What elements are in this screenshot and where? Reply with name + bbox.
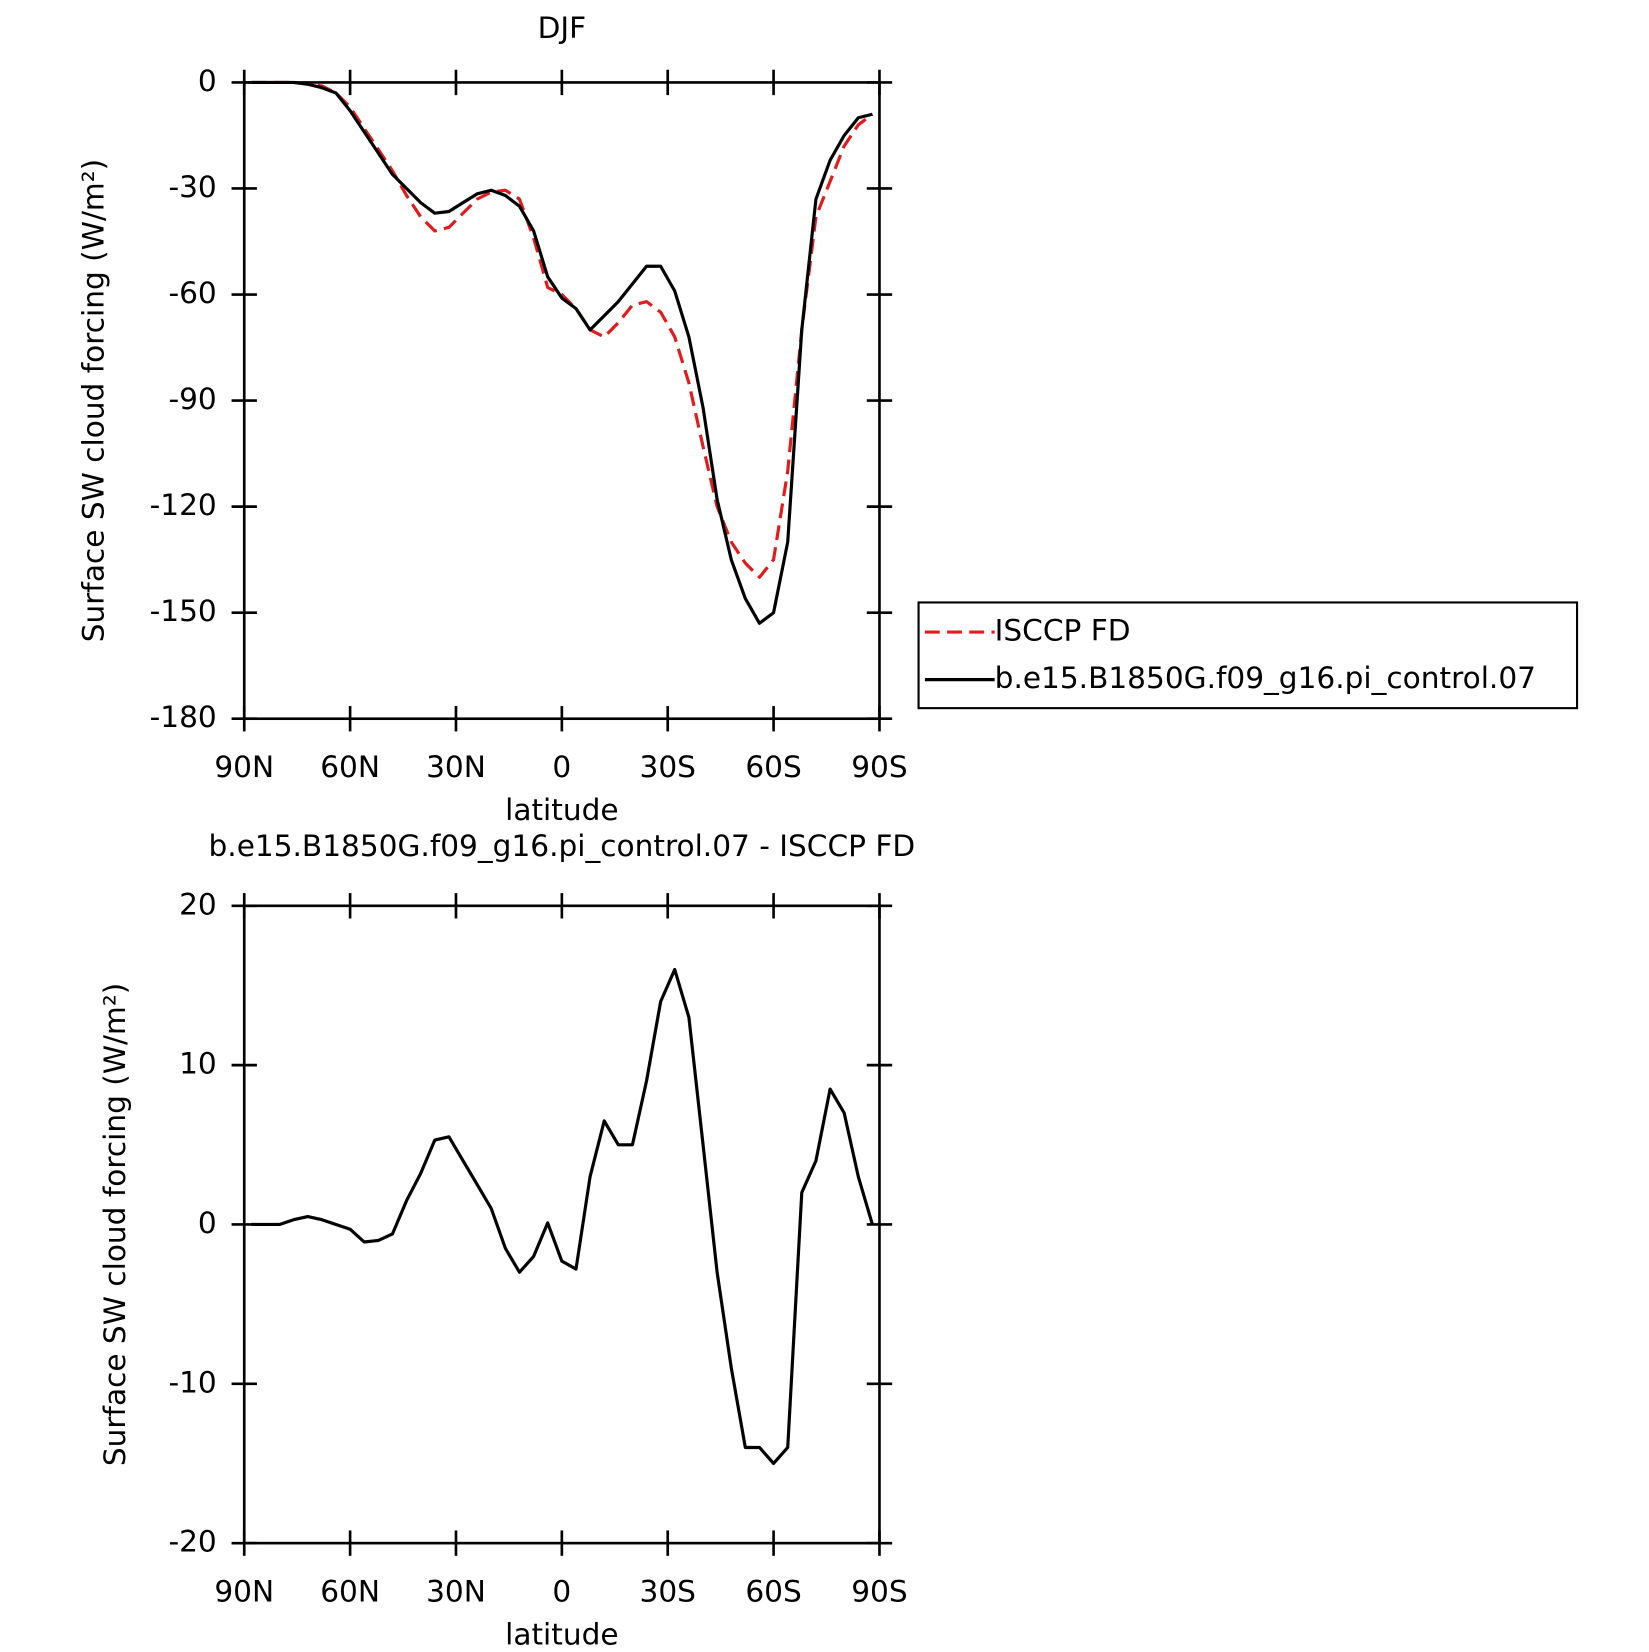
x-tick-label: 30N	[426, 750, 486, 784]
x-axis-label: latitude	[505, 1618, 618, 1652]
legend-label: ISCCP FD	[995, 614, 1131, 648]
y-tick-label: 10	[179, 1047, 217, 1081]
data-line	[251, 80, 874, 579]
y-tick-label: 0	[198, 64, 217, 98]
x-tick-label: 60S	[745, 1574, 801, 1608]
x-tick-label: 30S	[640, 1574, 696, 1608]
y-tick-label: -20	[168, 1525, 216, 1559]
x-tick-label: 90N	[214, 750, 274, 784]
chart-title: b.e15.B1850G.f09_g16.pi_control.07 - ISC…	[209, 829, 916, 863]
x-tick-label: 60N	[320, 1574, 380, 1608]
legend-box	[917, 601, 1579, 710]
y-tick-label: -150	[150, 594, 217, 628]
x-tick-label: 60S	[745, 750, 801, 784]
y-axis-label: Surface SW cloud forcing (W/m²)	[77, 159, 111, 642]
x-tick-label: 0	[552, 1574, 571, 1608]
y-tick-label: -60	[168, 276, 216, 310]
x-tick-label: 30S	[640, 750, 696, 784]
y-axis-label: Surface SW cloud forcing (W/m²)	[98, 983, 132, 1466]
x-tick-label: 0	[552, 750, 571, 784]
y-tick-label: -120	[150, 488, 217, 522]
y-tick-label: -180	[150, 700, 217, 734]
y-tick-label: -30	[168, 170, 216, 204]
x-tick-label: 60N	[320, 750, 380, 784]
legend-label: b.e15.B1850G.f09_g16.pi_control.07	[995, 661, 1536, 695]
y-tick-label: 0	[198, 1206, 217, 1240]
x-tick-label: 90N	[214, 1574, 274, 1608]
chart-title: DJF	[538, 11, 587, 45]
plot-frame	[242, 81, 881, 721]
y-tick-label: -90	[168, 382, 216, 416]
x-tick-label: 30N	[426, 1574, 486, 1608]
data-line	[251, 967, 874, 1466]
data-line	[251, 80, 873, 625]
x-tick-label: 90S	[851, 750, 907, 784]
y-tick-label: -10	[168, 1365, 216, 1399]
x-tick-label: 90S	[851, 1574, 907, 1608]
y-tick-label: 20	[179, 887, 217, 921]
x-axis-label: latitude	[505, 793, 618, 827]
